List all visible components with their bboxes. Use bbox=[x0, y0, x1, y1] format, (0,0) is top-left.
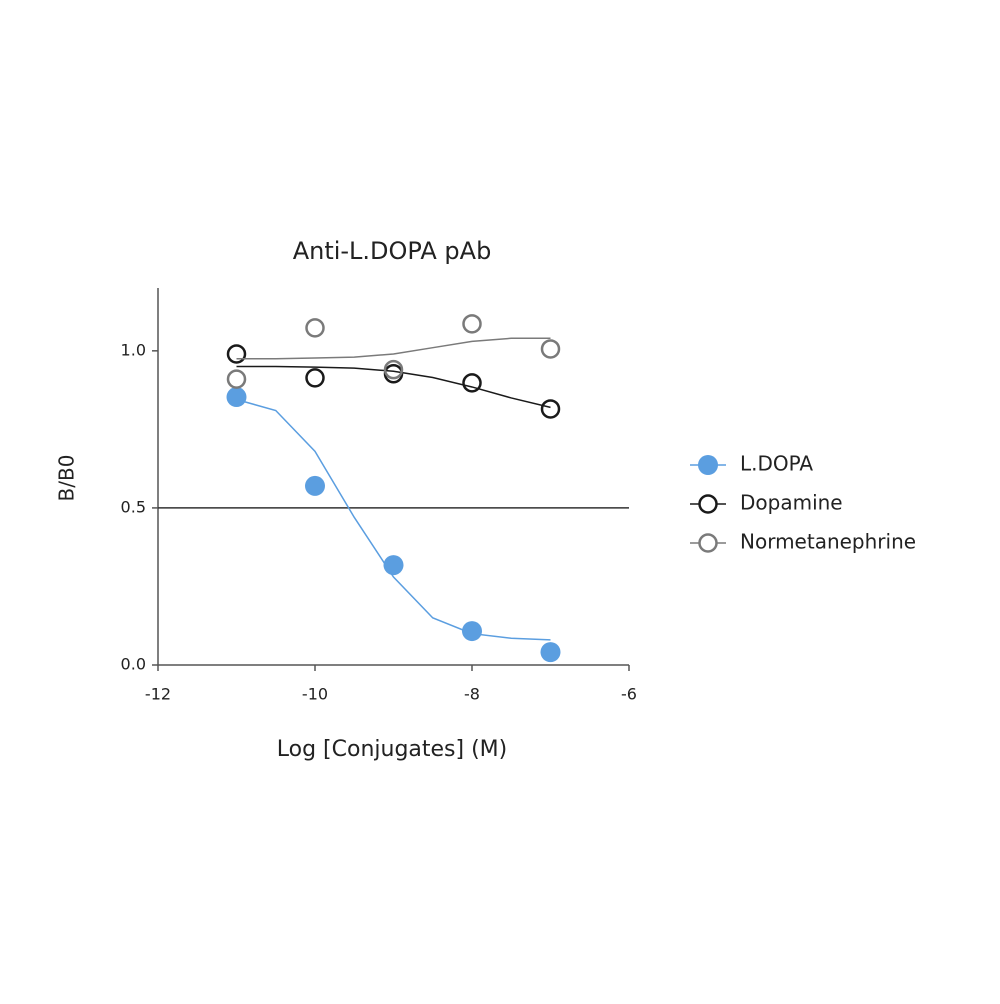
data-point bbox=[305, 475, 325, 496]
data-point bbox=[383, 555, 404, 576]
data-point bbox=[383, 359, 404, 380]
y-tick-label: 0.5 bbox=[121, 497, 146, 516]
data-point bbox=[540, 399, 561, 419]
data-point bbox=[226, 387, 247, 408]
x-axis-label: Log [Conjugates] (M) bbox=[277, 737, 507, 762]
data-point bbox=[305, 318, 325, 338]
data-point bbox=[226, 344, 247, 364]
fit-curve bbox=[236, 398, 551, 641]
data-point bbox=[305, 368, 325, 388]
data-point bbox=[540, 642, 561, 663]
data-point bbox=[462, 621, 482, 642]
data-point bbox=[462, 373, 482, 393]
data-point bbox=[462, 314, 482, 334]
legend-marker bbox=[698, 533, 718, 553]
legend-marker bbox=[698, 494, 718, 514]
fit-curve bbox=[236, 365, 551, 409]
y-axis-label: B/B0 bbox=[55, 455, 79, 502]
x-tick-label: -8 bbox=[464, 685, 480, 704]
x-tick-label: -10 bbox=[302, 685, 328, 704]
chart-title: Anti-L.DOPA pAb bbox=[293, 237, 492, 265]
data-point bbox=[540, 339, 561, 359]
y-tick-label: 1.0 bbox=[121, 340, 146, 359]
x-tick-label: -6 bbox=[621, 685, 637, 704]
fit-curve bbox=[236, 337, 551, 360]
x-tick-label: -12 bbox=[145, 685, 171, 704]
data-point bbox=[383, 364, 404, 384]
legend-marker bbox=[698, 455, 718, 475]
y-tick-label: 0.0 bbox=[121, 655, 146, 674]
legend-label: Dopamine bbox=[740, 491, 843, 515]
legend-label: Normetanephrine bbox=[740, 530, 916, 554]
data-point bbox=[226, 369, 247, 389]
legend-label: L.DOPA bbox=[740, 452, 813, 476]
